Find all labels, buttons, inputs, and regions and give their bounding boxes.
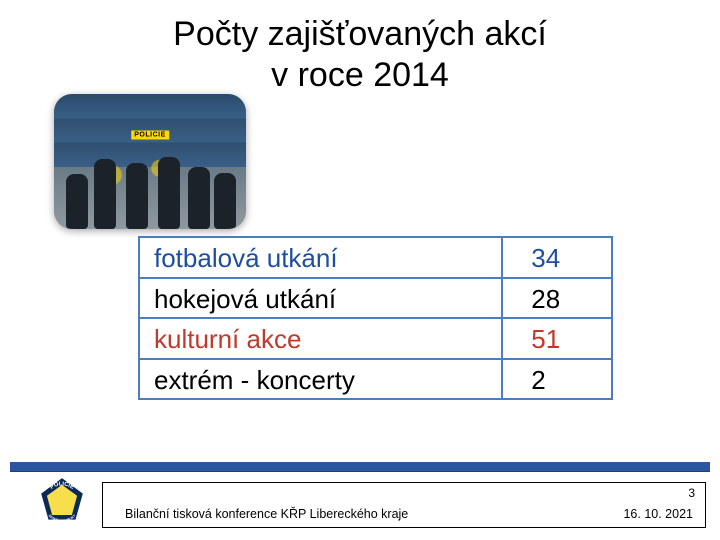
photo-figure bbox=[66, 174, 88, 229]
photo-figure bbox=[126, 163, 148, 229]
table-cell-value: 51 bbox=[502, 318, 612, 359]
table-cell-label: extrém - koncerty bbox=[139, 359, 502, 400]
footer-date: 16. 10. 2021 bbox=[623, 507, 693, 521]
data-table: fotbalová utkání34hokejová utkání28kultu… bbox=[138, 236, 613, 400]
footer-box: 3 Bilanční tisková konference KŘP Libere… bbox=[102, 482, 706, 528]
table-cell-value: 2 bbox=[502, 359, 612, 400]
table-cell-label: kulturní akce bbox=[139, 318, 502, 359]
page-number: 3 bbox=[688, 486, 695, 500]
title-line-1: Počty zajišťovaných akcí bbox=[173, 15, 547, 53]
photo: POLICIE bbox=[54, 94, 246, 229]
footer-text: Bilanční tisková konference KŘP Libereck… bbox=[125, 507, 408, 521]
table-row: hokejová utkání28 bbox=[139, 278, 612, 319]
table-cell-label: hokejová utkání bbox=[139, 278, 502, 319]
police-logo: POLICIE ČESKÉ REPUBLIKY bbox=[36, 476, 88, 528]
photo-figure bbox=[188, 167, 210, 229]
table-cell-value: 34 bbox=[502, 237, 612, 278]
slide: Počty zajišťovaných akcí v roce 2014 POL… bbox=[0, 0, 720, 540]
photo-figure bbox=[214, 173, 236, 229]
table-row: fotbalová utkání34 bbox=[139, 237, 612, 278]
table-row: kulturní akce51 bbox=[139, 318, 612, 359]
slide-title: Počty zajišťovaných akcí v roce 2014 bbox=[0, 0, 720, 96]
photo-figure bbox=[94, 159, 116, 229]
title-line-2: v roce 2014 bbox=[271, 56, 449, 94]
table-cell-value: 28 bbox=[502, 278, 612, 319]
photo-figure bbox=[158, 157, 180, 229]
photo-caption: POLICIE bbox=[131, 130, 169, 139]
table-row: extrém - koncerty2 bbox=[139, 359, 612, 400]
footer-stripe bbox=[10, 462, 710, 472]
table-cell-label: fotbalová utkání bbox=[139, 237, 502, 278]
photo-content: POLICIE bbox=[54, 94, 246, 229]
